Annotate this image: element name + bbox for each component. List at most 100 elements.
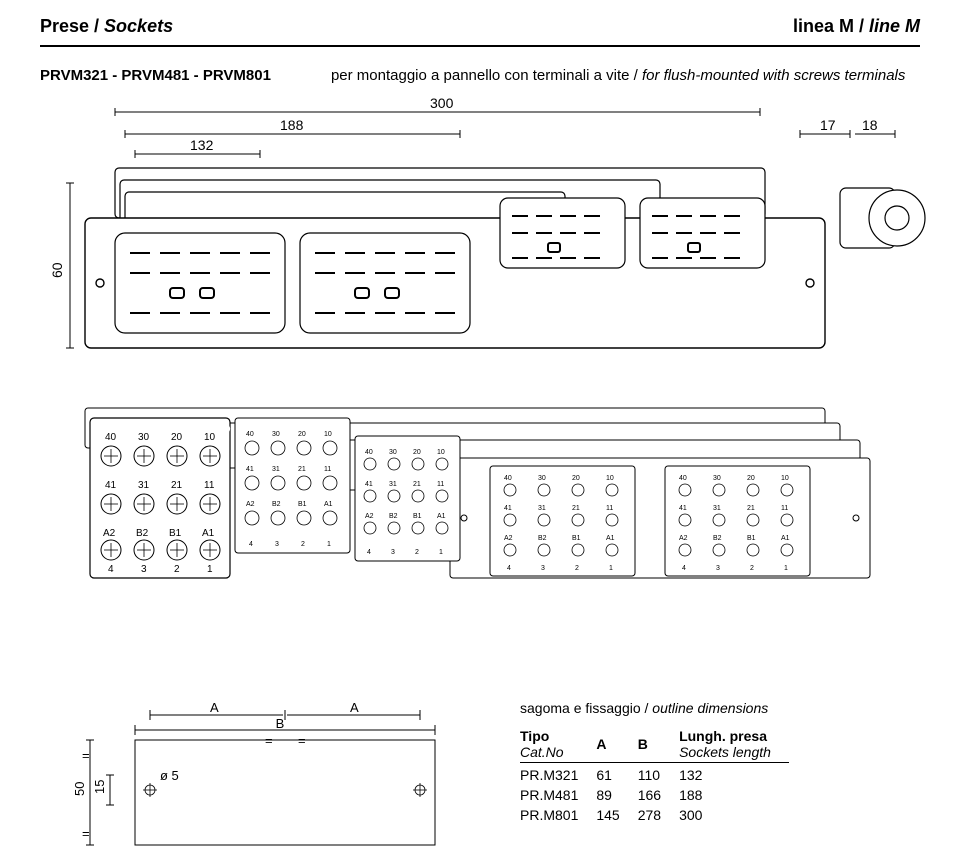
- svg-text:B2: B2: [713, 535, 722, 542]
- svg-text:20: 20: [298, 431, 306, 438]
- svg-text:4: 4: [367, 549, 371, 556]
- svg-text:ø 5: ø 5: [160, 768, 179, 783]
- svg-text:41: 41: [679, 505, 687, 512]
- svg-text:3: 3: [141, 564, 147, 575]
- svg-text:=: =: [82, 826, 90, 841]
- svg-text:11: 11: [437, 481, 444, 488]
- svg-text:B2: B2: [272, 501, 281, 508]
- svg-text:20: 20: [171, 432, 183, 443]
- svg-text:B2: B2: [136, 528, 149, 539]
- svg-text:2: 2: [750, 565, 754, 572]
- svg-text:31: 31: [538, 505, 546, 512]
- svg-text:10: 10: [204, 432, 216, 443]
- svg-text:10: 10: [324, 431, 332, 438]
- svg-text:3: 3: [716, 565, 720, 572]
- header-left-ital: Sockets: [104, 16, 173, 36]
- svg-text:A: A: [653, 471, 661, 483]
- svg-text:A1: A1: [781, 535, 790, 542]
- subheader-desc: per montaggio a pannello con terminali a…: [331, 67, 905, 84]
- svg-text:31: 31: [138, 480, 150, 491]
- svg-text:41: 41: [246, 466, 254, 473]
- svg-text:30: 30: [389, 449, 397, 456]
- svg-text:10: 10: [781, 475, 789, 482]
- col-lungh: Lungh. presa Sockets length: [679, 726, 789, 763]
- svg-text:20: 20: [572, 475, 580, 482]
- svg-text:B1: B1: [413, 513, 422, 520]
- svg-text:4: 4: [249, 541, 253, 548]
- caption-reg: sagoma e fissaggio /: [520, 700, 652, 716]
- svg-text:30: 30: [713, 475, 721, 482]
- header-right-reg: linea M /: [793, 16, 869, 36]
- svg-text:=: =: [265, 733, 273, 748]
- svg-text:21: 21: [747, 505, 755, 512]
- svg-text:A1: A1: [437, 513, 446, 520]
- svg-text:30: 30: [138, 432, 150, 443]
- caption-ital: outline dimensions: [652, 700, 768, 716]
- bottom-area: A A B = = 50 15 = = ø 5 sagoma e fissagg…: [40, 700, 920, 860]
- svg-text:21: 21: [572, 505, 580, 512]
- svg-text:1: 1: [609, 565, 613, 572]
- svg-text:11: 11: [606, 505, 613, 512]
- svg-text:40: 40: [679, 475, 687, 482]
- svg-text:A1: A1: [202, 528, 215, 539]
- svg-text:1: 1: [327, 541, 331, 548]
- dim-188: 188: [280, 117, 304, 133]
- table-caption: sagoma e fissaggio / outline dimensions: [520, 700, 789, 716]
- svg-text:A2: A2: [365, 513, 374, 520]
- svg-text:A2: A2: [504, 535, 513, 542]
- svg-text:B2: B2: [389, 513, 398, 520]
- svg-text:11: 11: [324, 466, 331, 473]
- svg-text:10: 10: [437, 449, 445, 456]
- svg-text:1: 1: [207, 564, 213, 575]
- svg-text:=: =: [82, 748, 90, 763]
- svg-text:B: B: [478, 471, 485, 483]
- svg-text:3: 3: [541, 565, 545, 572]
- svg-text:2: 2: [301, 541, 305, 548]
- svg-text:41: 41: [504, 505, 512, 512]
- col-tipo: Tipo Cat.No: [520, 726, 596, 763]
- svg-text:A2: A2: [679, 535, 688, 542]
- svg-text:B: B: [276, 716, 285, 731]
- svg-text:20: 20: [413, 449, 421, 456]
- desc-reg: per montaggio a pannello con terminali a…: [331, 67, 642, 84]
- desc-ital: for flush-mounted with screws terminals: [642, 67, 905, 84]
- svg-text:E: E: [96, 422, 104, 436]
- header-right-ital: line M: [869, 16, 920, 36]
- svg-text:21: 21: [298, 466, 306, 473]
- svg-text:4: 4: [682, 565, 686, 572]
- svg-text:11: 11: [204, 480, 215, 491]
- svg-text:40: 40: [246, 431, 254, 438]
- svg-text:2: 2: [575, 565, 579, 572]
- table-row: PR.M801 145 278 300: [520, 805, 789, 825]
- svg-text:2: 2: [415, 549, 419, 556]
- svg-text:3: 3: [391, 549, 395, 556]
- svg-text:30: 30: [272, 431, 280, 438]
- svg-text:30: 30: [538, 475, 546, 482]
- svg-text:31: 31: [272, 466, 280, 473]
- header-left: Prese / Sockets: [40, 16, 173, 37]
- svg-text:1: 1: [439, 549, 443, 556]
- dim-18: 18: [862, 117, 878, 133]
- dim-300: 300: [430, 95, 454, 111]
- svg-text:15: 15: [92, 780, 107, 794]
- svg-text:40: 40: [504, 475, 512, 482]
- svg-text:2: 2: [174, 564, 180, 575]
- svg-text:1: 1: [784, 565, 788, 572]
- dim-17: 17: [820, 117, 836, 133]
- svg-text:B1: B1: [747, 535, 756, 542]
- svg-text:21: 21: [413, 481, 421, 488]
- outline-template-drawing: A A B = = 50 15 = = ø 5: [40, 700, 460, 860]
- svg-text:=: =: [298, 733, 306, 748]
- svg-text:A: A: [350, 700, 359, 715]
- svg-text:41: 41: [105, 480, 117, 491]
- svg-text:A2: A2: [103, 528, 116, 539]
- svg-text:21: 21: [171, 480, 183, 491]
- svg-text:B1: B1: [572, 535, 581, 542]
- col-b: B: [638, 726, 679, 763]
- svg-text:3: 3: [275, 541, 279, 548]
- svg-text:B1: B1: [298, 501, 307, 508]
- svg-text:10: 10: [606, 475, 614, 482]
- svg-text:A2: A2: [246, 501, 255, 508]
- svg-text:B1: B1: [169, 528, 182, 539]
- svg-text:A1: A1: [324, 501, 333, 508]
